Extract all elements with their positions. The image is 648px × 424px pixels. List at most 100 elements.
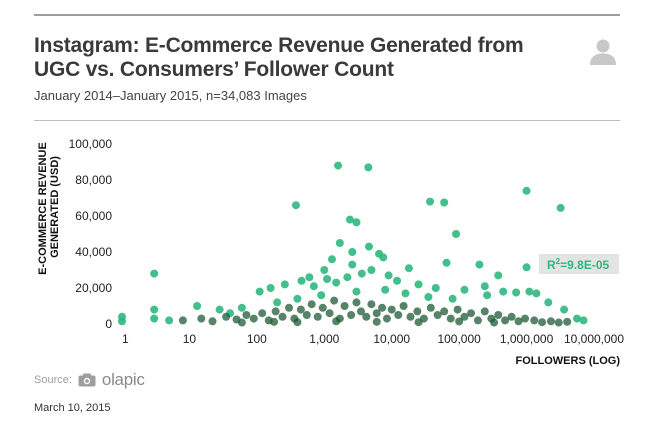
- dense-point: [356, 307, 365, 316]
- dense-point: [460, 312, 469, 321]
- data-point: [544, 298, 553, 307]
- r-squared-box: [539, 254, 619, 274]
- y-tick-label: 40,000: [75, 245, 112, 259]
- x-tick-label: 1,000,000: [500, 332, 554, 346]
- data-point: [532, 289, 541, 298]
- data-point: [483, 291, 492, 300]
- x-axis-title: FOLLOWERS (LOG): [516, 355, 621, 367]
- data-point: [384, 271, 393, 280]
- data-point: [348, 248, 357, 256]
- data-point: [404, 264, 413, 273]
- data-point: [448, 294, 457, 303]
- dense-point: [501, 316, 510, 325]
- data-point: [440, 198, 449, 207]
- data-point: [480, 282, 489, 291]
- y-axis-title-line1: E-COMMERCE REVENUE: [37, 142, 49, 275]
- dense-point: [507, 312, 516, 321]
- dense-point: [433, 311, 442, 319]
- dense-point: [446, 314, 455, 323]
- x-axis-ticks: 1 10 100 1,000 10,000 100,000 1,000,000 10,000,…: [122, 332, 624, 346]
- dense-point: [242, 311, 251, 319]
- dense-points-layer: [178, 296, 572, 327]
- y-axis-title: E-COMMERCE REVENUE GENERATED (USD): [37, 139, 61, 275]
- dense-point: [307, 300, 316, 309]
- data-point: [401, 289, 410, 298]
- dense-point: [521, 314, 530, 323]
- points-layer: [118, 161, 588, 326]
- data-point: [305, 273, 314, 282]
- dense-point: [352, 298, 361, 307]
- chart-subtitle: January 2014–January 2015, n=34,083 Imag…: [34, 88, 307, 103]
- data-point: [522, 186, 531, 195]
- header-divider: [34, 120, 620, 121]
- data-point: [357, 269, 366, 278]
- dense-point: [467, 309, 476, 318]
- y-tick-label: 60,000: [75, 209, 112, 223]
- data-point: [556, 203, 565, 212]
- data-point: [452, 230, 461, 238]
- source-brand[interactable]: olapic: [101, 370, 145, 389]
- dense-point: [318, 303, 327, 312]
- data-point: [297, 276, 306, 285]
- dense-point: [538, 318, 547, 327]
- dense-point: [293, 318, 302, 327]
- dense-point: [271, 307, 280, 316]
- dense-point: [222, 312, 231, 321]
- dense-point: [285, 303, 294, 312]
- data-point: [426, 197, 435, 206]
- dense-point: [480, 307, 489, 316]
- data-point: [255, 287, 264, 296]
- data-point: [335, 239, 344, 247]
- r-squared-annotation: R2=9.8E-05: [539, 254, 619, 274]
- dense-point: [367, 300, 376, 309]
- dense-point: [278, 312, 287, 321]
- data-point: [431, 284, 440, 292]
- dense-point: [378, 303, 387, 312]
- data-point: [334, 161, 343, 170]
- data-point: [332, 278, 341, 287]
- dense-point: [546, 317, 555, 326]
- data-point: [193, 302, 202, 310]
- dense-point: [440, 307, 449, 316]
- dense-point: [455, 317, 464, 326]
- dense-point: [494, 311, 503, 319]
- data-point: [317, 291, 326, 300]
- y-tick-label: 20,000: [75, 281, 112, 295]
- source-label: Source:: [34, 374, 72, 386]
- data-point: [364, 163, 373, 172]
- source-line: Source: olapic: [34, 370, 145, 390]
- data-point: [343, 273, 352, 282]
- data-point: [323, 275, 332, 283]
- dense-point: [372, 317, 381, 326]
- camera-icon: [78, 373, 96, 387]
- dense-point: [302, 311, 311, 319]
- data-point: [293, 294, 302, 303]
- x-tick-label: 1,000: [309, 332, 339, 346]
- data-point: [291, 201, 300, 210]
- data-point: [165, 316, 174, 325]
- dense-point: [473, 316, 482, 325]
- data-point: [150, 305, 159, 314]
- dense-point: [340, 302, 349, 310]
- y-tick-label: 0: [105, 317, 112, 331]
- data-point: [266, 284, 275, 292]
- dense-point: [399, 302, 408, 310]
- y-tick-label: 100,000: [69, 137, 113, 151]
- data-point: [273, 298, 282, 307]
- user-avatar-icon[interactable]: [588, 36, 618, 66]
- data-point: [424, 293, 433, 301]
- dense-point: [382, 314, 391, 323]
- dense-point: [387, 305, 396, 314]
- x-tick-label: 100: [247, 332, 267, 346]
- dense-point: [414, 318, 423, 327]
- data-point: [345, 215, 354, 224]
- data-point: [460, 285, 469, 294]
- dense-point: [249, 314, 258, 323]
- dense-point: [258, 309, 267, 318]
- dense-point: [554, 318, 563, 327]
- data-point: [352, 218, 361, 227]
- r-squared-label: R2=9.8E-05: [547, 257, 609, 272]
- dense-point: [332, 317, 341, 326]
- dense-point: [208, 317, 217, 326]
